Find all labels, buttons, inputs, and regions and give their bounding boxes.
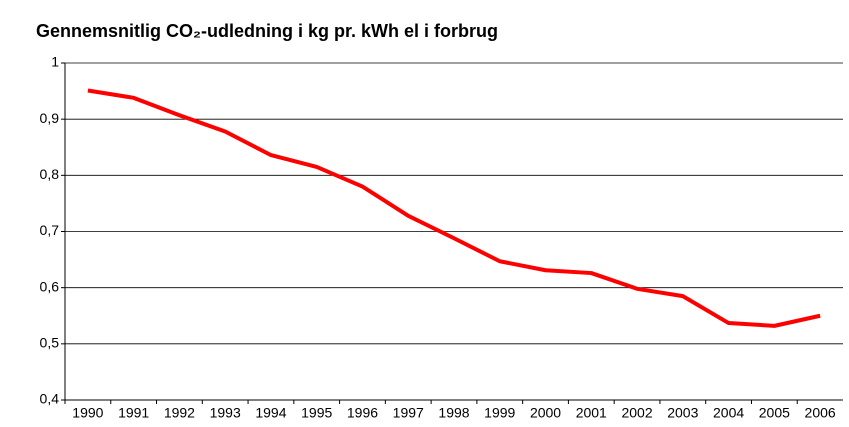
x-tick-label: 2004 — [713, 405, 744, 421]
y-tick-label: 0,8 — [40, 166, 60, 182]
y-tick-label: 0,6 — [40, 278, 60, 294]
y-tick-label: 0,7 — [40, 222, 60, 238]
x-tick-label: 1998 — [438, 405, 469, 421]
y-tick-label: 0,5 — [40, 335, 60, 351]
x-tick-label: 1992 — [164, 405, 195, 421]
data-line — [87, 88, 821, 328]
y-tick-label: 1 — [51, 54, 59, 70]
x-tick-label: 1991 — [118, 405, 149, 421]
x-tick-label: 1993 — [210, 405, 241, 421]
x-tick-label: 1994 — [255, 405, 286, 421]
x-tick-label: 2000 — [530, 405, 561, 421]
x-tick-label: 2002 — [621, 405, 652, 421]
x-tick-label: 1995 — [301, 405, 332, 421]
y-tick-label: 0,4 — [40, 391, 60, 407]
x-tick-label: 1997 — [393, 405, 424, 421]
x-tick-label: 1990 — [72, 405, 103, 421]
x-tick-label: 2001 — [576, 405, 607, 421]
x-tick-label: 2005 — [759, 405, 790, 421]
chart-title: Gennemsnitlig CO₂-udledning i kg pr. kWh… — [36, 21, 498, 41]
y-tick-label: 0,9 — [40, 110, 60, 126]
x-tick-label: 2003 — [667, 405, 698, 421]
x-tick-label: 1996 — [347, 405, 378, 421]
x-tick-label: 1999 — [484, 405, 515, 421]
x-tick-label: 2006 — [805, 405, 836, 421]
